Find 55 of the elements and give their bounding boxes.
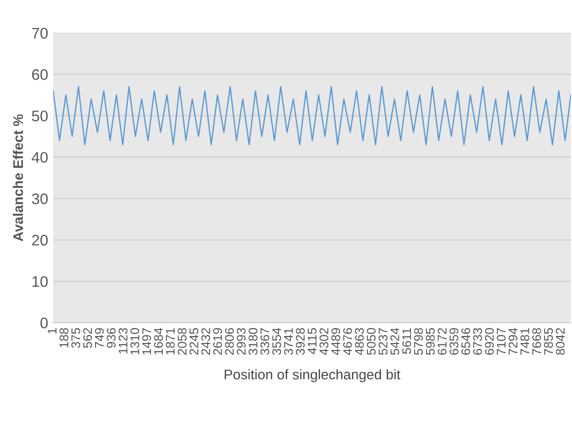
x-tick-label: 3367 xyxy=(260,328,270,355)
x-tick-label: 2432 xyxy=(201,328,210,355)
x-tick-label: 2806 xyxy=(224,328,234,355)
y-tick-label: 30 xyxy=(32,193,48,204)
x-tick-label: 7107 xyxy=(496,328,506,355)
x-tick-label: 1497 xyxy=(142,328,152,354)
y-tick-label: 0 xyxy=(40,318,48,328)
x-tick-label: 4302 xyxy=(320,328,328,356)
line-series xyxy=(53,86,571,146)
x-tick-label: 3180 xyxy=(248,328,258,355)
y-tick-label: 20 xyxy=(32,234,48,246)
x-tick-label: 7855 xyxy=(544,328,553,355)
x-tick-label: 3928 xyxy=(296,328,305,355)
y-tick-label: 50 xyxy=(32,110,48,122)
x-tick-label: 936 xyxy=(106,328,116,348)
x-tick-label: 2619 xyxy=(213,328,222,355)
x-tick-label: 6733 xyxy=(473,328,482,355)
x-tick-label: 6172 xyxy=(438,328,447,355)
x-tick-label: 5050 xyxy=(366,328,376,355)
x-tick-label: 5237 xyxy=(378,328,388,355)
x-tick-label: 2245 xyxy=(190,328,198,355)
x-tick-label: 7481 xyxy=(520,328,530,355)
x-tick-label: 7668 xyxy=(532,328,542,355)
x-tick-label: 8042 xyxy=(556,328,565,355)
x-tick-label: 2058 xyxy=(178,328,187,355)
y-tick-label: 70 xyxy=(32,28,48,39)
x-tick-label: 5985 xyxy=(426,328,435,355)
x-tick-label: 7294 xyxy=(508,328,518,355)
x-tick-label: 1871 xyxy=(166,328,175,354)
x-tick-label: 6546 xyxy=(461,328,470,355)
x-tick-label: 1310 xyxy=(130,328,140,354)
x-tick-label: 4489 xyxy=(331,328,340,356)
x-tick-label: 2993 xyxy=(236,328,246,355)
x-tick-label: 4676 xyxy=(343,328,352,356)
x-tick-label: 3554 xyxy=(272,328,282,355)
x-tick-label: 5424 xyxy=(390,328,400,355)
x-tick-label: 1 xyxy=(48,328,56,334)
x-tick-label: 375 xyxy=(71,328,80,348)
x-axis-title: Position of singlechanged bit xyxy=(224,369,400,382)
x-tick-label: 4863 xyxy=(354,328,364,356)
x-tick-label: 1123 xyxy=(118,328,128,354)
x-tick-label: 3741 xyxy=(284,328,293,355)
y-tick-label: 60 xyxy=(32,69,48,80)
x-tick-label: 5798 xyxy=(414,328,423,355)
x-tick-label: 6359 xyxy=(450,328,458,355)
x-tick-label: 749 xyxy=(94,328,104,348)
x-tick-label: 188 xyxy=(60,328,68,348)
x-tick-label: 6920 xyxy=(484,328,494,355)
y-axis-title: Avalanche Effect % xyxy=(12,114,24,242)
x-tick-label: 562 xyxy=(83,328,92,348)
x-tick-label: 5611 xyxy=(402,328,412,354)
x-tick-label: 1684 xyxy=(154,328,163,354)
y-tick-label: 40 xyxy=(32,152,48,163)
x-tick-label: 4115 xyxy=(308,328,317,354)
y-tick-label: 10 xyxy=(32,276,48,287)
